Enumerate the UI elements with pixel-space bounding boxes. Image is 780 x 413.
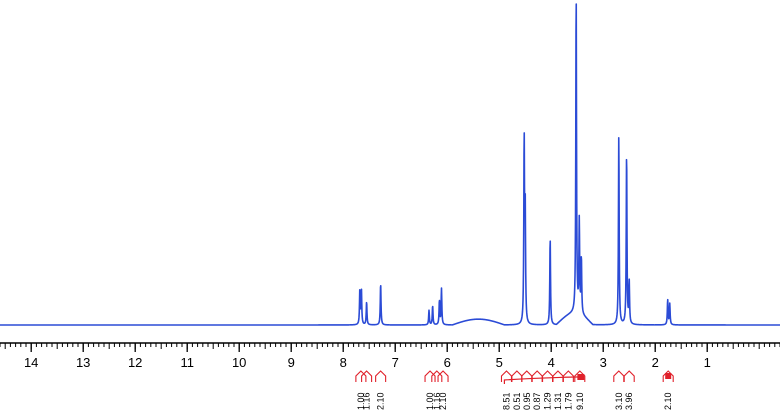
integral-value: 2.10	[663, 392, 673, 410]
integral-bracket	[662, 370, 674, 382]
x-tick-label: 11	[180, 355, 194, 370]
integral-bracket	[574, 370, 586, 382]
integral-value: 0.95	[522, 392, 532, 410]
x-axis: 14 13 12 11 10 9 8 7 6 5 4 3 2 1	[0, 342, 780, 370]
x-tick-label: 8	[340, 355, 347, 370]
integral-value: 1.79	[563, 392, 573, 410]
x-tick-label: 3	[600, 355, 607, 370]
integral-value: 0.87	[532, 392, 542, 410]
spectrum-trace-group	[0, 3, 780, 326]
integral-value: 1.16	[362, 392, 372, 410]
integral-value: 8.51	[501, 392, 511, 410]
integral-bracket	[375, 370, 387, 382]
x-tick-label: 13	[76, 355, 90, 370]
integral-annotations: 1.001.16 2.10 1.001.162.10 8.51 0.51 0.95 0.87…	[355, 370, 674, 410]
integral-value: 1.00	[356, 392, 366, 410]
integral-bracket	[531, 370, 543, 382]
x-tick-label: 14	[24, 355, 38, 370]
x-tick-label: 2	[652, 355, 659, 370]
x-tick-label: 10	[232, 355, 246, 370]
x-axis-minor-ticks	[0, 343, 780, 349]
integral-value: 9.10	[575, 392, 585, 410]
integral-value: 3.10	[614, 392, 624, 410]
integral-bracket	[562, 370, 574, 382]
integral-bracket	[613, 370, 625, 382]
x-tick-label: 12	[128, 355, 142, 370]
integral-bracket	[424, 370, 436, 382]
integral-marker	[665, 373, 672, 379]
integral-bracket	[623, 370, 635, 382]
integral-bracket	[361, 370, 373, 382]
integral-bracket	[511, 370, 523, 382]
integral-value: 3.96	[624, 392, 634, 410]
x-axis-tick-labels: 14 13 12 11 10 9 8 7 6 5 4 3 2 1	[24, 355, 711, 370]
x-tick-label: 6	[444, 355, 451, 370]
spectrum-line	[0, 3, 780, 326]
x-tick-label: 4	[548, 355, 555, 370]
integral-value: 2.10	[376, 392, 386, 410]
x-tick-label: 5	[496, 355, 503, 370]
integral-value: 1.31	[553, 392, 563, 410]
integral-bracket	[542, 370, 554, 382]
integral-bracket	[437, 370, 449, 382]
integral-value: 1.00	[425, 392, 435, 410]
integral-bracket	[521, 370, 533, 382]
integral-value: 2.10	[438, 392, 448, 410]
integral-bracket	[431, 370, 443, 382]
integral-value: 0.51	[512, 392, 522, 410]
integral-value: 1.29	[543, 392, 553, 410]
x-tick-label: 9	[288, 355, 295, 370]
integral-value: 1.16	[432, 392, 442, 410]
x-tick-label: 7	[392, 355, 399, 370]
x-axis-major-ticks	[30, 343, 708, 352]
integral-bracket	[552, 370, 564, 382]
integral-marker	[577, 374, 585, 380]
x-tick-label: 1	[704, 355, 711, 370]
integral-curve	[503, 376, 582, 384]
integral-bracket	[355, 370, 367, 382]
